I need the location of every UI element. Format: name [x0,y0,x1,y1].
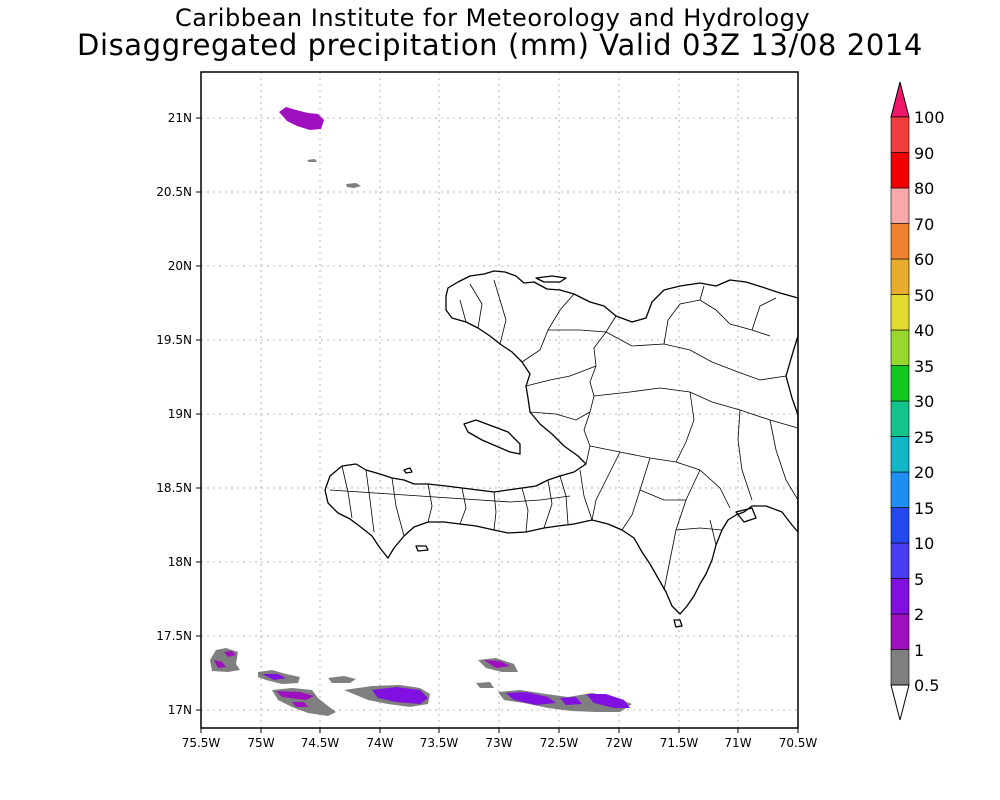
precip-cell-purple [484,660,510,668]
lat-label: 18N [168,555,192,569]
colorbar-label: 70 [914,215,934,234]
colorbar-under-triangle [890,684,910,721]
colorbar-box [890,152,910,189]
colorbar-box [890,507,910,544]
lon-label: 73.5W [420,736,459,750]
colorbar-box [890,436,910,473]
colorbar-labels: 0.5 1 2 5 10 15 20 25 30 35 40 50 60 70 … [914,108,945,695]
colorbar-box [890,223,910,260]
precip-cell-sw-purple [214,660,226,668]
tortuga-island [535,275,567,283]
precip-cell-purple [262,674,286,680]
colorbar-label: 0.5 [914,676,939,695]
lon-label: 72.5W [540,736,579,750]
title-line-1: Caribbean Institute for Meteorology and … [174,4,811,32]
precip-cell-purple [506,692,556,705]
colorbar-box [890,365,910,402]
lon-label: 71.5W [660,736,699,750]
colorbar-label: 2 [914,605,924,624]
colorbar-label: 30 [914,392,934,411]
lat-labels: 21N 20.5N 20N 19.5N 19N 18.5N 18N 17.5N … [156,111,192,717]
colorbar: 0.5 1 2 5 10 15 20 25 30 35 40 50 60 70 … [890,81,945,721]
lon-label: 72W [605,736,632,750]
colorbar-boxes [890,116,910,686]
lat-label: 20.5N [156,185,192,199]
colorbar-label: 90 [914,144,934,163]
precip-cell-small [346,183,361,188]
precip-cell-purple [560,697,582,705]
colorbar-label: 15 [914,499,934,518]
lat-label: 19.5N [156,333,192,347]
colorbar-over-triangle [890,81,910,118]
precip-cell-purple [372,687,428,704]
lon-label: 73W [485,736,512,750]
graticule [201,72,798,728]
colorbar-box [890,400,910,437]
colorbar-label: 20 [914,463,934,482]
colorbar-label: 60 [914,250,934,269]
tick-marks [196,117,799,733]
precip-cell-sw-purple [224,651,236,657]
lat-label: 21N [168,111,192,125]
colorbar-box [890,542,910,579]
lat-label: 17.5N [156,629,192,643]
colorbar-label: 100 [914,108,945,127]
colorbar-label: 1 [914,641,924,660]
islet [673,619,683,628]
colorbar-label: 35 [914,357,934,376]
precip-cell-small [307,159,317,162]
colorbar-box [890,613,910,650]
colorbar-label: 25 [914,428,934,447]
coastlines [324,270,799,628]
colorbar-label: 10 [914,534,934,553]
hispaniola-coast [324,270,799,615]
colorbar-box [890,329,910,366]
colorbar-box [890,294,910,331]
precip-cell-purple [276,691,314,700]
colorbar-box [890,649,910,686]
lat-label: 20N [168,259,192,273]
lon-label: 75.5W [182,736,221,750]
lat-label: 17N [168,703,192,717]
precip-cell-purple [292,702,308,707]
lat-label: 18.5N [156,481,192,495]
colorbar-label: 40 [914,321,934,340]
precip-cell-inagua [279,107,324,130]
title-line-2: Disaggregated precipitation (mm) Valid 0… [77,28,923,62]
precip-cell-gray [328,676,356,683]
colorbar-box [890,258,910,295]
admin-borders [329,279,799,591]
precip-cell-purple [586,694,630,708]
lon-label: 75W [247,736,274,750]
islet [403,467,413,474]
lat-label: 19N [168,407,192,421]
colorbar-box [890,187,910,224]
lon-label: 71W [724,736,751,750]
colorbar-label: 80 [914,179,934,198]
colorbar-label: 5 [914,570,924,589]
colorbar-box [890,471,910,508]
colorbar-box [890,578,910,615]
lon-label: 74W [366,736,393,750]
map-panel: 21N 20.5N 20N 19.5N 19N 18.5N 18N 17.5N … [156,71,818,750]
lon-labels: 75.5W 75W 74.5W 74W 73.5W 73W 72.5W 72W … [182,736,818,750]
islet [415,545,429,552]
islet [735,507,757,523]
precipitation-shading [210,107,632,716]
lon-label: 74.5W [301,736,340,750]
colorbar-label: 50 [914,286,934,305]
precip-cell-gray [476,682,494,688]
gonave-island [463,419,521,455]
lon-label: 70.5W [779,736,818,750]
colorbar-box [890,116,910,153]
